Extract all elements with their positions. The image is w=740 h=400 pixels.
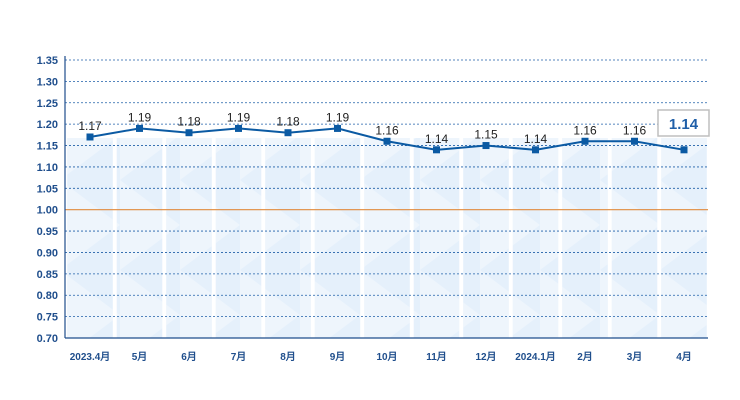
y-tick-label: 1.15 [37, 141, 58, 153]
data-point [136, 124, 143, 132]
y-tick-label: 0.85 [37, 269, 58, 281]
data-label: 1.18 [177, 115, 201, 129]
x-tick-label: 8月 [280, 351, 296, 363]
x-tick-label: 2024.1月 [515, 351, 556, 363]
band-pattern-6 [364, 138, 410, 338]
x-tick-label: 3月 [627, 351, 643, 363]
y-tick-label: 1.30 [37, 76, 58, 88]
data-label: 1.16 [573, 123, 597, 137]
band-pattern-9 [512, 138, 559, 338]
x-tick-label: 2月 [577, 351, 593, 363]
band-pattern-5 [314, 138, 361, 338]
data-label: 1.16 [623, 123, 647, 137]
band-pattern-3 [215, 138, 262, 338]
x-tick-label: 2023.4月 [70, 351, 111, 363]
y-tick-label: 1.35 [37, 55, 58, 67]
data-point [433, 146, 440, 154]
data-point [482, 142, 490, 150]
background-bands [67, 138, 707, 338]
y-tick-label: 1.00 [37, 205, 58, 217]
data-label: 1.19 [326, 110, 350, 124]
data-point [532, 146, 539, 154]
band-pattern-12 [661, 138, 707, 338]
x-tick-label: 11月 [426, 351, 447, 363]
x-tick-label: 10月 [376, 351, 397, 363]
data-point [334, 124, 341, 132]
callout-value: 1.14 [669, 116, 699, 133]
data-point [581, 137, 589, 145]
data-point [86, 133, 94, 141]
x-tick-label: 9月 [330, 351, 346, 363]
x-tick-label: 12月 [475, 351, 496, 363]
data-point [680, 146, 688, 154]
x-tick-labels: 2023.4月 5月 6月 7月 8月 9月 10月 11月 12月 2024.1月 2月 3月 4月 [70, 351, 692, 363]
data-point [631, 137, 638, 145]
data-label: 1.14 [425, 132, 449, 146]
band-pattern-2 [166, 138, 212, 338]
data-label: 1.15 [474, 128, 498, 142]
band-pattern-10 [562, 138, 608, 338]
data-point [284, 129, 292, 137]
band-pattern-0 [67, 138, 113, 338]
data-label: 1.19 [227, 110, 251, 124]
y-tick-label: 1.10 [37, 162, 58, 174]
band-pattern-1 [116, 138, 163, 338]
data-label: 1.16 [375, 123, 399, 137]
grid-lines [65, 59, 708, 318]
x-tick-label: 5月 [132, 351, 148, 363]
y-tick-label: 0.90 [37, 247, 58, 259]
band-pattern-4 [265, 138, 311, 338]
data-point [383, 137, 391, 145]
latest-value-callout: 1.14 [657, 109, 710, 137]
y-tick-labels: 0.70 0.75 0.80 0.85 0.90 0.95 1.00 1.05 1.10 1.15… [37, 55, 58, 345]
data-label: 1.18 [276, 115, 300, 129]
x-tick-label: 4月 [676, 351, 692, 363]
y-tick-label: 0.95 [37, 226, 58, 238]
band-pattern-8 [463, 138, 509, 338]
y-tick-label: 0.80 [37, 290, 58, 302]
callout-box [657, 109, 710, 137]
data-label: 1.17 [78, 119, 102, 133]
x-tick-label: 7月 [231, 351, 247, 363]
data-labels: 1.17 1.19 1.18 1.19 1.18 1.19 1.16 1.14 1.15 1.14… [78, 110, 646, 145]
series-line-group [86, 124, 688, 154]
y-tick-label: 1.05 [37, 183, 58, 195]
y-tick-label: 1.25 [37, 98, 58, 110]
band-pattern-11 [611, 138, 658, 338]
x-tick-label: 6月 [181, 351, 197, 363]
axes [64, 56, 708, 339]
y-tick-label: 0.70 [37, 333, 58, 345]
data-point [185, 129, 193, 137]
y-tick-label: 0.75 [37, 312, 58, 324]
y-tick-label: 1.20 [37, 119, 58, 131]
band-pattern-7 [413, 138, 460, 338]
data-point [235, 124, 242, 132]
data-label: 1.19 [128, 110, 152, 124]
data-label: 1.14 [524, 132, 548, 146]
